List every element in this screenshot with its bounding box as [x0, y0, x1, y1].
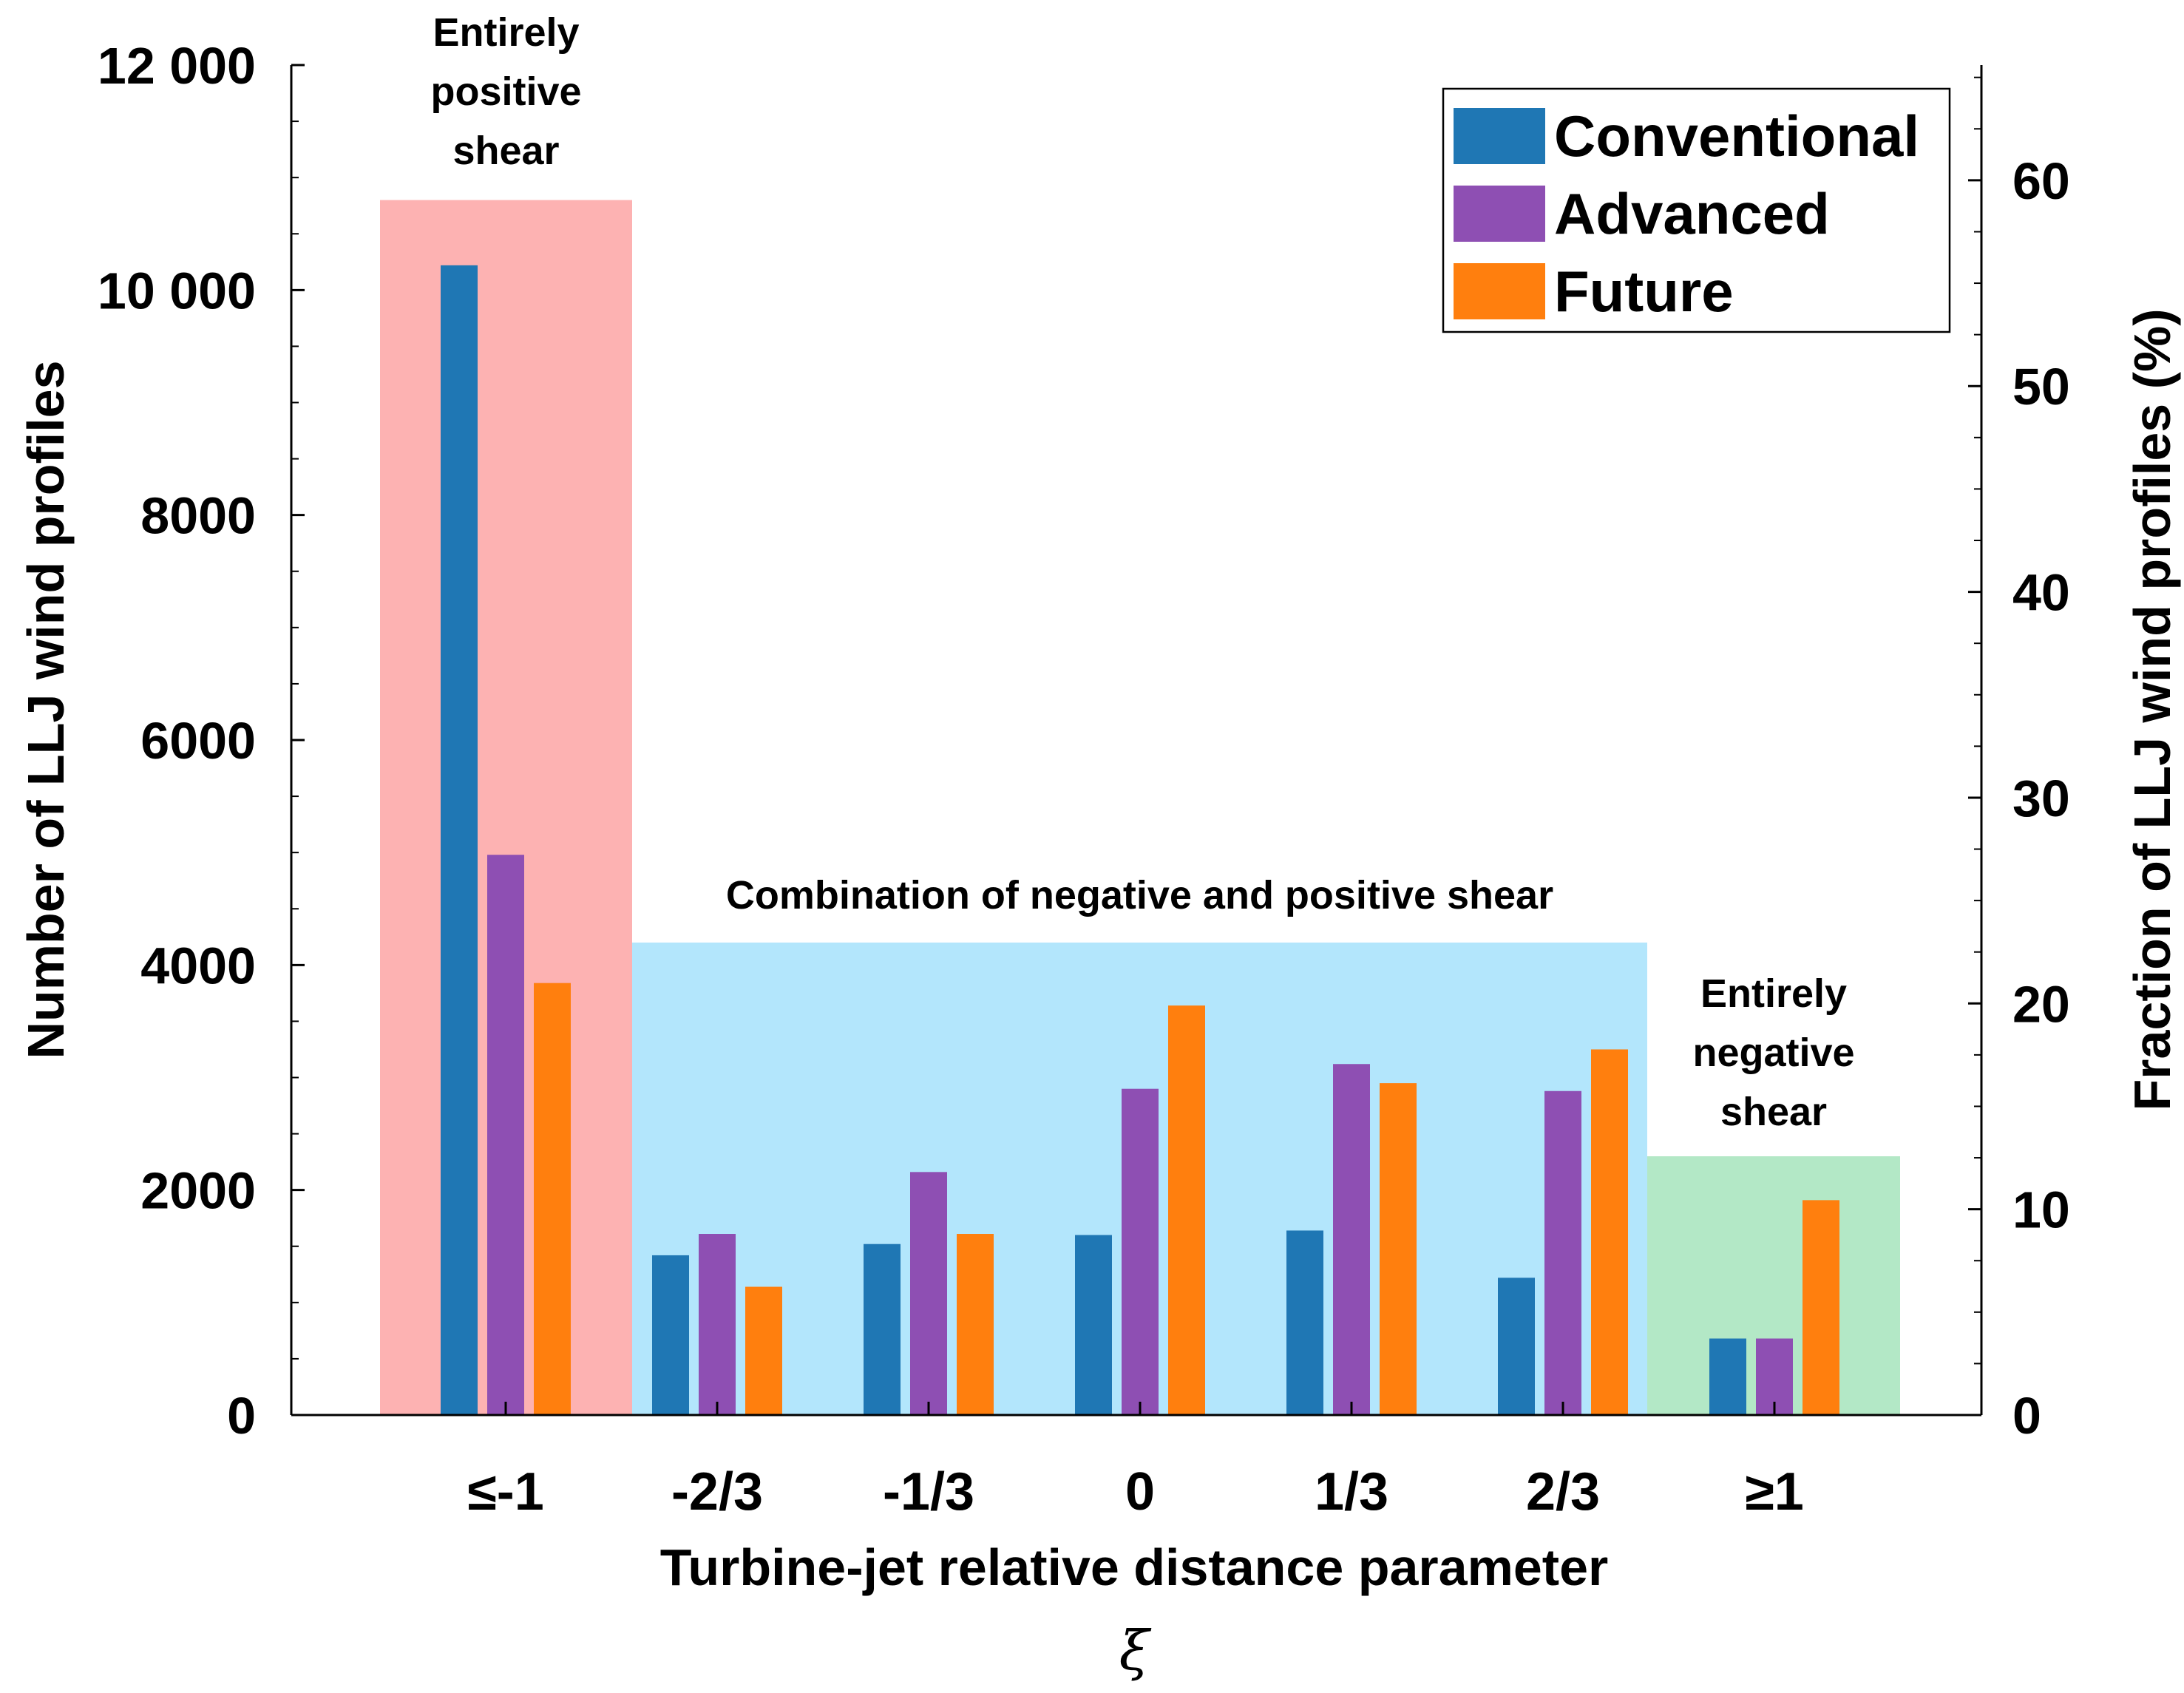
y2-tick-label: 10	[2012, 1181, 2070, 1239]
y-tick-label: 10 000	[98, 262, 256, 319]
x-tick-label: 0	[1125, 1462, 1155, 1521]
bar-conventional-4	[1286, 1230, 1323, 1415]
bar-future-3	[1168, 1005, 1205, 1415]
bar-conventional-2	[864, 1244, 901, 1415]
legend: Conventional Advanced Future	[1442, 87, 1951, 333]
bar-future-0	[534, 983, 571, 1415]
y-tick-label: 6000	[140, 712, 256, 770]
bar-conventional-0	[441, 265, 478, 1415]
x-tick-label: 2/3	[1526, 1462, 1600, 1521]
bar-advanced-3	[1122, 1088, 1159, 1415]
legend-swatch-conventional	[1454, 108, 1545, 164]
x-axis-label: Turbine-jet relative distance parameter	[660, 1538, 1609, 1596]
x-tick-label: ≥1	[1745, 1462, 1804, 1521]
bar-advanced-5	[1544, 1090, 1581, 1415]
y2-axis-label: Fraction of LLJ wind profiles (%)	[2123, 309, 2181, 1111]
bars	[441, 265, 1839, 1415]
x-axis-symbol: ξ	[1119, 1619, 1152, 1683]
bar-conventional-6	[1709, 1338, 1746, 1415]
legend-swatch-future	[1454, 263, 1545, 319]
y2-tick-label: 20	[2012, 975, 2070, 1033]
x-tick-label: -2/3	[671, 1462, 763, 1521]
x-tick-label: ≤-1	[467, 1462, 544, 1521]
legend-label-conventional: Conventional	[1554, 104, 1919, 169]
region-label-negative: shear	[1720, 1090, 1827, 1134]
y-tick-label: 0	[227, 1387, 256, 1445]
region-label-combination: Combination of negative and positive she…	[726, 873, 1553, 917]
region-label-negative: negative	[1692, 1031, 1854, 1075]
bar-future-1	[745, 1286, 782, 1415]
y2-tick-label: 50	[2012, 358, 2070, 415]
region-label-negative: Entirely	[1700, 971, 1847, 1016]
region-label-positive: Entirely	[433, 10, 579, 55]
legend-label-future: Future	[1554, 259, 1734, 324]
bar-future-4	[1380, 1083, 1417, 1415]
bar-future-2	[957, 1234, 994, 1415]
bar-advanced-0	[487, 855, 524, 1415]
bar-conventional-3	[1075, 1235, 1112, 1415]
y2-tick-label: 0	[2012, 1387, 2041, 1445]
bar-advanced-2	[910, 1172, 947, 1415]
x-tick-label: 1/3	[1315, 1462, 1388, 1521]
bar-advanced-1	[699, 1234, 736, 1415]
legend-swatch-advanced	[1454, 186, 1545, 242]
bar-conventional-5	[1498, 1278, 1535, 1415]
axes: 0 2000 4000 6000 8000 10 000 12 000 0 10 20 30 40 50…	[98, 37, 2070, 1521]
y-tick-label: 4000	[140, 937, 256, 994]
y2-tick-label: 60	[2012, 152, 2070, 210]
x-tick-label: -1/3	[883, 1462, 974, 1521]
region-label-positive: positive	[430, 69, 581, 114]
y-tick-label: 12 000	[98, 37, 256, 95]
bar-future-6	[1803, 1200, 1839, 1415]
y-tick-label: 2000	[140, 1162, 256, 1220]
bar-future-5	[1591, 1049, 1628, 1415]
bar-conventional-1	[652, 1255, 689, 1415]
y2-tick-label: 30	[2012, 770, 2070, 827]
y-axis-label: Number of LLJ wind profiles	[17, 360, 75, 1059]
region-label-positive: shear	[452, 129, 559, 173]
y2-tick-label: 40	[2012, 564, 2070, 622]
y-tick-label: 8000	[140, 487, 256, 545]
bar-advanced-4	[1333, 1064, 1370, 1415]
legend-label-advanced: Advanced	[1554, 181, 1830, 246]
